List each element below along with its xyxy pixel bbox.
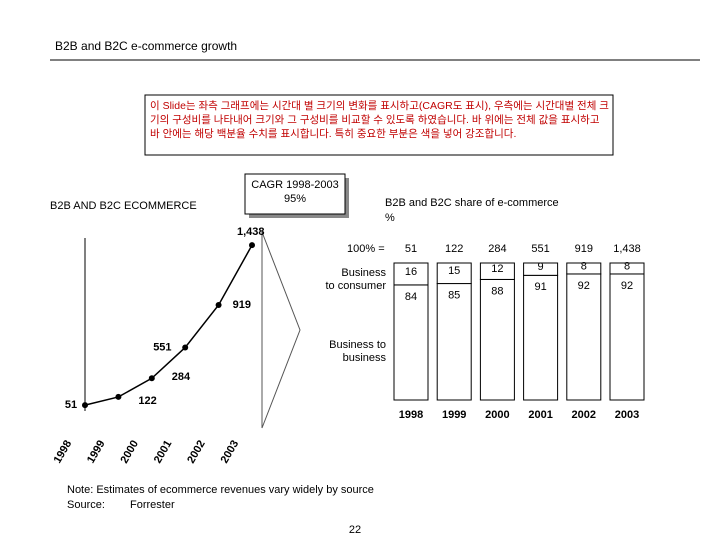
value-label: 919: [233, 299, 251, 311]
segment-label: 8: [581, 260, 587, 272]
legend-label: Business to consumer: [325, 267, 386, 292]
bar-segment: [479, 278, 515, 401]
bar-segment: [479, 262, 515, 280]
total-value: 284: [488, 243, 506, 255]
total-value: 919: [575, 243, 593, 255]
bar-segment: [523, 262, 559, 276]
value-label: 122: [138, 395, 156, 407]
bar-segment: [609, 262, 645, 275]
point: [215, 302, 222, 309]
total-value: 1,438: [613, 243, 641, 255]
total-value: 122: [445, 243, 463, 255]
page-number: 22: [349, 524, 361, 536]
segment-label: 85: [448, 289, 460, 301]
bar-segment: [566, 273, 602, 401]
bar-segment: [436, 283, 472, 401]
point: [182, 344, 189, 351]
x-tick-label: 2002: [572, 409, 596, 421]
point: [148, 375, 155, 382]
total-value: 551: [531, 243, 549, 255]
total-label: 100% =: [347, 243, 385, 255]
callout-text: CAGR 1998-2003 95%: [251, 179, 339, 205]
bar-segment: [566, 262, 602, 275]
segment-label: 84: [405, 291, 417, 303]
bar-segment: [609, 273, 645, 401]
segment-label: 8: [624, 260, 630, 272]
bar-segment: [523, 274, 559, 401]
line: [84, 244, 253, 406]
total-value: 51: [405, 243, 417, 255]
x-tick-label: 1998: [399, 409, 423, 421]
bar-segment: [436, 262, 472, 285]
value-label: 551: [153, 341, 171, 353]
point: [115, 393, 122, 400]
x-tick-label: 2003: [615, 409, 639, 421]
point: [249, 242, 255, 249]
x-tick-label: 2002: [185, 438, 208, 465]
note-box: [144, 94, 614, 156]
right-chart-unit: %: [385, 212, 395, 224]
point: [82, 402, 88, 409]
x-tick-label: 2001: [528, 409, 552, 421]
segment-label: 15: [448, 265, 460, 277]
segment-label: 16: [405, 266, 417, 278]
x-tick-label: 1999: [85, 438, 108, 465]
source: Forrester: [130, 499, 175, 511]
value-label: 284: [172, 371, 191, 383]
segment-label: 92: [621, 280, 633, 292]
x-tick-label: 2001: [152, 438, 175, 465]
note: Note: Estimates of ecommerce revenues va…: [67, 484, 374, 496]
x-tick-label: 1999: [442, 409, 466, 421]
right-chart-title: B2B and B2C share of e-commerce: [385, 197, 559, 209]
value-label: 1,438: [237, 226, 265, 238]
segment-label: 92: [578, 280, 590, 292]
bar-segment: [393, 262, 429, 286]
segment-label: 9: [538, 261, 544, 273]
pointer: [261, 231, 301, 429]
x-tick-label: 2000: [118, 438, 141, 465]
left-chart-title: B2B AND B2C ECOMMERCE: [50, 200, 197, 212]
segment-label: 12: [491, 263, 503, 275]
x-tick-label: 2003: [219, 438, 242, 465]
value-label: 51: [65, 399, 77, 411]
callout: [244, 173, 346, 215]
legend-label: Business to business: [329, 339, 386, 364]
x-tick-label: 1998: [52, 438, 75, 465]
source-label: Source:: [67, 499, 105, 511]
slide-title: B2B and B2C e-commerce growth: [55, 39, 237, 53]
note-box-text: 이 Slide는 좌측 그래프에는 시간대 별 크기의 변화를 표시하고(CAG…: [150, 100, 609, 140]
segment-label: 91: [534, 281, 546, 293]
x-tick-label: 2000: [485, 409, 509, 421]
segment-label: 88: [491, 285, 503, 297]
